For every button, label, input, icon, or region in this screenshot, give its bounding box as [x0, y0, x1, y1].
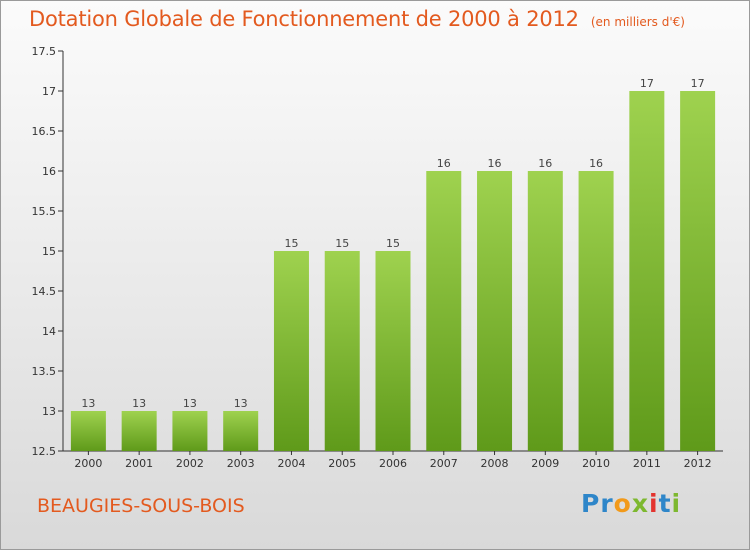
chart-title: Dotation Globale de Fonctionnement de 20… [29, 7, 685, 31]
bar [578, 171, 614, 451]
logo-letter: o [613, 489, 632, 518]
x-tick-label: 2007 [430, 457, 458, 470]
commune-name: BEAUGIES-SOUS-BOIS [37, 495, 245, 517]
x-tick-label: 2006 [379, 457, 407, 470]
y-tick-label: 15.5 [32, 205, 57, 218]
bar-value-label: 13 [234, 397, 248, 410]
x-tick-label: 2011 [633, 457, 661, 470]
bar-value-label: 17 [691, 77, 705, 90]
y-axis-ticks: 12.5 13 13.5 14 14.5 15 15.5 16 16.5 17 17.5 [32, 45, 63, 458]
proxiti-logo[interactable]: Proxiti [581, 489, 681, 518]
x-tick-label: 2012 [684, 457, 712, 470]
logo-letter: i [649, 489, 659, 518]
logo-letter: P [581, 489, 601, 518]
x-tick-label: 2001 [125, 457, 153, 470]
logo-letter: r [600, 489, 614, 518]
bar-value-label: 16 [437, 157, 451, 170]
bar [426, 171, 462, 451]
bar-value-label: 13 [132, 397, 146, 410]
bar [527, 171, 563, 451]
x-axis-ticks: 2000 2001 2002 2003 2004 2005 2006 2007 2008 2009… [74, 451, 712, 470]
bar [680, 91, 716, 451]
bar [375, 251, 411, 451]
bar [324, 251, 360, 451]
x-tick-label: 2010 [582, 457, 610, 470]
y-tick-label: 13 [42, 405, 56, 418]
y-tick-label: 17 [42, 85, 56, 98]
chart-subtitle: (en milliers d'€) [590, 15, 685, 29]
logo-letter: x [631, 489, 649, 518]
logo-letter: i [671, 489, 682, 518]
bars [70, 91, 716, 451]
x-tick-label: 2004 [277, 457, 305, 470]
x-tick-label: 2005 [328, 457, 356, 470]
bar [477, 171, 513, 451]
logo-letter: t [658, 489, 672, 518]
bar [121, 411, 157, 451]
y-tick-label: 13.5 [32, 365, 57, 378]
y-tick-label: 17.5 [32, 45, 57, 58]
y-tick-label: 15 [42, 245, 56, 258]
y-tick-label: 14.5 [32, 285, 57, 298]
bar-value-label: 16 [488, 157, 502, 170]
bar-value-label: 13 [81, 397, 95, 410]
chart-title-text: Dotation Globale de Fonctionnement de 20… [29, 7, 579, 31]
x-tick-label: 2003 [227, 457, 255, 470]
x-tick-label: 2002 [176, 457, 204, 470]
bar-value-label: 16 [538, 157, 552, 170]
bar-value-label: 16 [589, 157, 603, 170]
y-tick-label: 12.5 [32, 445, 57, 458]
bar [172, 411, 208, 451]
y-tick-label: 14 [42, 325, 56, 338]
bar-value-label: 17 [640, 77, 654, 90]
x-tick-label: 2008 [481, 457, 509, 470]
bar-value-label: 15 [386, 237, 400, 250]
bar [223, 411, 259, 451]
bar [70, 411, 106, 451]
y-tick-label: 16.5 [32, 125, 57, 138]
bar [273, 251, 309, 451]
data-labels: 13 13 13 13 15 15 15 16 16 16 16 17 17 [81, 77, 704, 410]
bar-value-label: 15 [284, 237, 298, 250]
x-tick-label: 2000 [74, 457, 102, 470]
bar [629, 91, 665, 451]
y-tick-label: 16 [42, 165, 56, 178]
bar-value-label: 15 [335, 237, 349, 250]
x-tick-label: 2009 [531, 457, 559, 470]
bar-value-label: 13 [183, 397, 197, 410]
